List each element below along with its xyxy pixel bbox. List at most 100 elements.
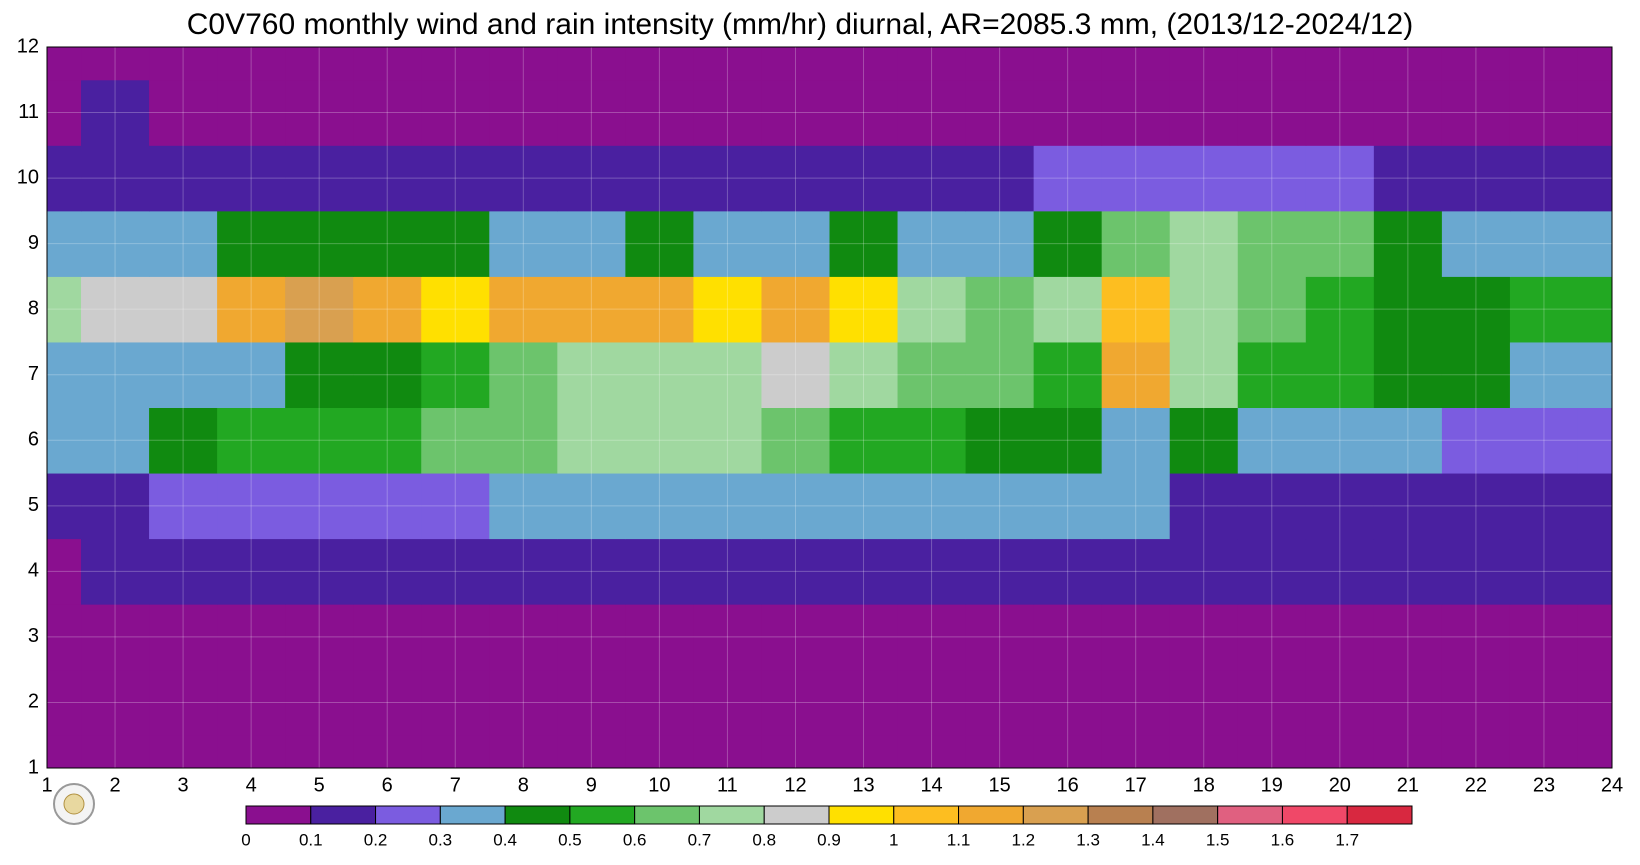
cell xyxy=(285,341,354,408)
cell xyxy=(965,47,1035,81)
cell xyxy=(149,276,218,343)
cell xyxy=(1441,47,1511,81)
x-tick-label: 8 xyxy=(518,774,529,796)
y-tick-label: 11 xyxy=(18,101,39,123)
colorbar-swatch xyxy=(245,805,312,825)
cell xyxy=(829,473,899,540)
cell xyxy=(1305,538,1375,605)
cell xyxy=(625,407,694,474)
colorbar-swatch xyxy=(1217,805,1283,825)
cell xyxy=(1169,604,1239,671)
colorbar-swatch xyxy=(310,805,377,825)
cell xyxy=(1441,407,1511,474)
cell xyxy=(1169,47,1239,81)
y-tick-label: 7 xyxy=(28,363,39,385)
x-tick-label: 23 xyxy=(1533,774,1555,796)
cell xyxy=(625,47,694,81)
colorbar-label: 0.2 xyxy=(364,830,388,849)
cell xyxy=(897,276,967,343)
cell xyxy=(1577,210,1613,277)
cell xyxy=(81,473,150,540)
cell xyxy=(285,604,354,671)
cell xyxy=(693,473,762,540)
cell xyxy=(897,669,967,736)
colorbar-label: 0 xyxy=(241,830,250,849)
colorbar-swatch xyxy=(1346,805,1413,825)
cell xyxy=(557,210,626,277)
cell xyxy=(1373,145,1443,212)
y-tick-label: 10 xyxy=(17,166,39,188)
cell xyxy=(829,47,899,81)
x-tick-label: 22 xyxy=(1465,774,1487,796)
cell xyxy=(1305,47,1375,81)
y-tick-label: 2 xyxy=(28,691,39,713)
cell xyxy=(625,604,694,671)
cell xyxy=(761,47,830,81)
cell xyxy=(761,473,830,540)
cell xyxy=(1169,473,1239,540)
cell xyxy=(81,669,150,736)
cell xyxy=(1305,407,1375,474)
cell xyxy=(149,47,218,81)
cell xyxy=(353,473,422,540)
cell xyxy=(285,210,354,277)
cell xyxy=(1441,341,1511,408)
colorbar-label: 1.4 xyxy=(1141,830,1165,849)
chart-title: C0V760 monthly wind and rain intensity (… xyxy=(187,8,1413,41)
cell xyxy=(693,669,762,736)
cell xyxy=(1373,210,1443,277)
cell xyxy=(1101,669,1171,736)
cell xyxy=(1509,669,1579,736)
cell xyxy=(47,79,82,146)
cell xyxy=(1033,79,1103,146)
cell xyxy=(829,538,899,605)
cell xyxy=(489,210,558,277)
cell xyxy=(1509,407,1579,474)
x-tick-label: 20 xyxy=(1329,774,1351,796)
cell xyxy=(693,145,762,212)
cell xyxy=(1373,407,1443,474)
cell xyxy=(1509,341,1579,408)
x-tick-label: 12 xyxy=(784,774,806,796)
cell xyxy=(421,538,490,605)
cell xyxy=(693,47,762,81)
cell xyxy=(81,47,150,81)
cell xyxy=(1237,473,1307,540)
cell xyxy=(489,145,558,212)
cell xyxy=(1373,735,1443,769)
cell xyxy=(897,210,967,277)
colorbar-label: 1.3 xyxy=(1076,830,1100,849)
colorbar-label: 1.7 xyxy=(1335,830,1359,849)
cell xyxy=(1305,473,1375,540)
x-tick-label: 24 xyxy=(1601,774,1623,796)
cell xyxy=(761,276,830,343)
y-tick-label: 4 xyxy=(28,560,39,582)
cell xyxy=(965,341,1035,408)
cell xyxy=(353,735,422,769)
cell xyxy=(1305,276,1375,343)
cell xyxy=(149,210,218,277)
cell xyxy=(1237,145,1307,212)
cell xyxy=(1101,407,1171,474)
cell xyxy=(1441,145,1511,212)
cell xyxy=(693,79,762,146)
cell xyxy=(1237,276,1307,343)
x-tick-label: 11 xyxy=(717,774,738,796)
cell xyxy=(285,145,354,212)
cell xyxy=(47,735,82,769)
cell xyxy=(285,47,354,81)
colorbar-swatch xyxy=(698,805,765,825)
cell xyxy=(47,604,82,671)
colorbar-label: 0.5 xyxy=(558,830,582,849)
cell xyxy=(1441,669,1511,736)
cell xyxy=(965,276,1035,343)
cell xyxy=(965,735,1035,769)
x-tick-label: 17 xyxy=(1125,774,1147,796)
cell xyxy=(47,210,82,277)
cell xyxy=(489,604,558,671)
cell xyxy=(965,669,1035,736)
colorbar-swatch xyxy=(893,805,960,825)
colorbar-swatch xyxy=(958,805,1024,825)
colorbar-swatch xyxy=(634,805,700,825)
cell xyxy=(81,276,150,343)
